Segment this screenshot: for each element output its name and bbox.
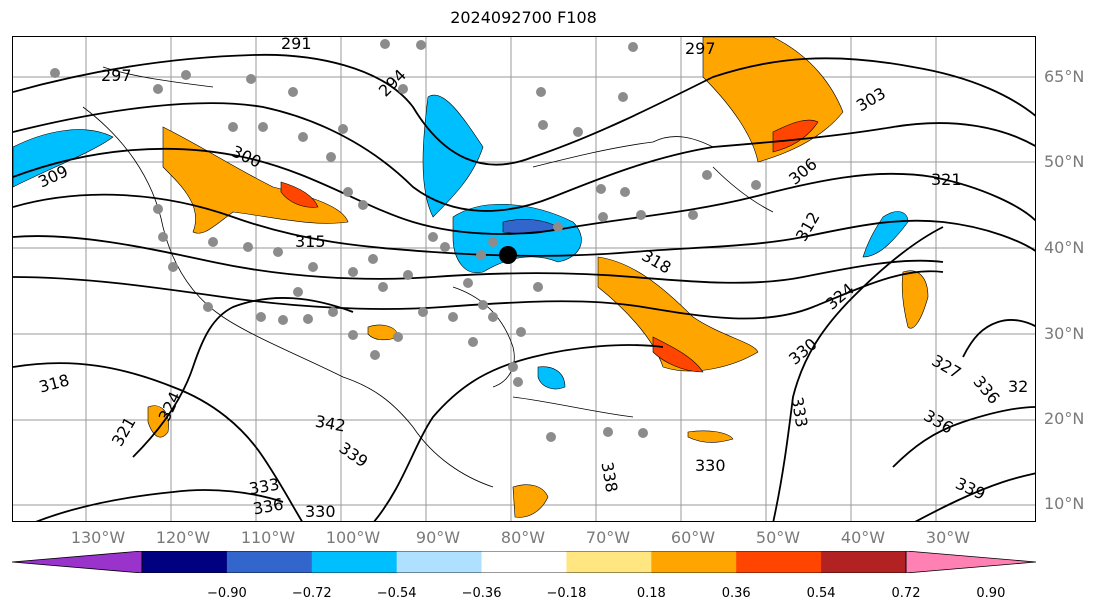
colorbar-segment	[566, 551, 652, 573]
contour-label: 324	[155, 389, 185, 425]
colorbar-segment	[651, 551, 737, 573]
lon-label: 50°W	[755, 528, 801, 547]
contour-label: 324	[822, 279, 858, 313]
lon-label: 100°W	[325, 528, 381, 547]
lat-label: 40°N	[1044, 238, 1085, 257]
contour-label: 342	[314, 412, 347, 436]
shade-orange-center	[597, 256, 759, 372]
map-panel[interactable]: 291 297 297 294 303 306 300 309 312 315 …	[12, 36, 1036, 522]
lon-label: 70°W	[585, 528, 631, 547]
contour-label: 32	[1008, 377, 1028, 396]
lon-label: 40°W	[840, 528, 886, 547]
colorbar-tick-label: 0.54	[806, 586, 836, 601]
map-canvas: 291 297 297 294 303 306 300 309 312 315 …	[13, 37, 1035, 521]
contour-label: 321	[108, 414, 140, 450]
shade-red-nw	[280, 181, 319, 208]
colorbar-segment	[12, 551, 142, 573]
contour-label: 330	[785, 334, 821, 368]
shade-blue-carib	[537, 366, 566, 390]
contour-label: 303	[853, 84, 889, 116]
colorbar	[12, 551, 1036, 573]
lat-label: 20°N	[1044, 409, 1085, 428]
contour-label: 338	[597, 460, 621, 493]
colorbar-segment	[821, 551, 907, 573]
colorbar-segment	[311, 551, 398, 573]
colorbar-segment	[396, 551, 483, 573]
contour-label: 336	[251, 494, 284, 518]
lat-label: 50°N	[1044, 152, 1085, 171]
lon-label: 80°W	[500, 528, 546, 547]
shade-orange-pacific	[147, 405, 169, 438]
contour-label: 318	[37, 370, 71, 396]
colorbar-segments	[12, 551, 1036, 573]
lon-label: 60°W	[670, 528, 716, 547]
colorbar-tick-label: −0.90	[206, 586, 247, 601]
colorbar-tick-label: −0.54	[376, 586, 417, 601]
shade-red-ne	[772, 119, 819, 153]
lat-label: 65°N	[1044, 67, 1085, 86]
colorbar-tick-label: −0.72	[291, 586, 332, 601]
contour-label: 321	[931, 170, 962, 189]
shade-blue-west	[13, 129, 114, 188]
focus-point	[499, 246, 517, 264]
colorbar-frame	[141, 551, 907, 573]
contour-label: 330	[305, 502, 336, 521]
shade-blue-center	[452, 203, 582, 274]
shade-red-center	[652, 336, 704, 373]
contour-label: 297	[101, 66, 132, 85]
height-contours	[13, 53, 1035, 521]
station-dots	[50, 39, 761, 442]
contour-label: 297	[685, 39, 716, 58]
colorbar-tick-label: 0.72	[891, 586, 921, 601]
map-title: 2024092700 F108	[450, 8, 597, 27]
shade-orange-east	[901, 270, 929, 329]
lon-label: 130°W	[70, 528, 126, 547]
colorbar-tick-label: −0.18	[546, 586, 587, 601]
colorbar-segment	[736, 551, 822, 573]
colorbar-segment	[906, 551, 1036, 573]
lat-label: 30°N	[1044, 324, 1085, 343]
lon-label: 30°W	[925, 528, 971, 547]
shaded-fields	[13, 37, 929, 518]
colorbar-tick-label: −0.36	[461, 586, 502, 601]
colorbar-segment	[142, 551, 228, 573]
shade-blue-north	[422, 94, 484, 218]
colorbar-segment	[481, 551, 567, 573]
contour-label: 330	[695, 456, 726, 475]
shade-orange-nw	[162, 126, 349, 234]
lon-label: 110°W	[240, 528, 296, 547]
contour-label: 336	[969, 372, 1003, 408]
colorbar-segment	[226, 551, 313, 573]
contour-label: 339	[953, 474, 989, 504]
colorbar-tick-label: 0.18	[636, 586, 666, 601]
shade-orange-south	[512, 484, 549, 518]
contour-label: 291	[281, 37, 312, 53]
contour-label: 327	[929, 351, 965, 383]
colorbar-tick-label: 0.90	[976, 586, 1006, 601]
contour-label: 294	[375, 65, 410, 100]
contour-label: 315	[295, 232, 326, 251]
contour-label: 333	[787, 395, 811, 428]
shade-blue-east	[862, 211, 909, 258]
contour-label-layer: 291 297 297 294 303 306 300 309 312 315 …	[35, 37, 1028, 521]
shade-orange-se	[687, 430, 734, 443]
colorbar-tick-label: 0.36	[721, 586, 751, 601]
lat-label: 10°N	[1044, 494, 1085, 513]
lon-label: 120°W	[155, 528, 211, 547]
lon-label: 90°W	[415, 528, 461, 547]
